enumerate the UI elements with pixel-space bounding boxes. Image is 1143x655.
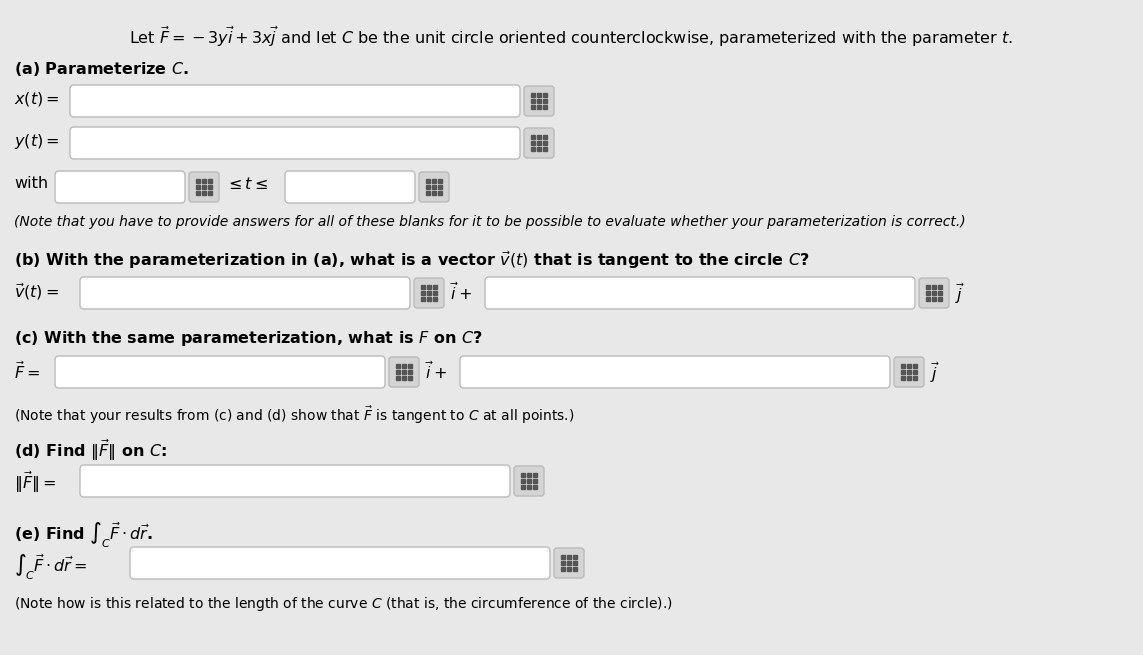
FancyBboxPatch shape bbox=[80, 277, 410, 309]
Text: (Note that your results from (c) and (d) show that $\vec{F}$ is tangent to $C$ a: (Note that your results from (c) and (d)… bbox=[14, 404, 575, 426]
FancyBboxPatch shape bbox=[130, 547, 550, 579]
FancyBboxPatch shape bbox=[189, 172, 219, 202]
Text: (Note that you have to provide answers for all of these blanks for it to be poss: (Note that you have to provide answers f… bbox=[14, 215, 966, 229]
Text: with: with bbox=[14, 176, 48, 191]
FancyBboxPatch shape bbox=[894, 357, 924, 387]
Text: $\vec{v}(t) =$: $\vec{v}(t) =$ bbox=[14, 282, 59, 302]
Text: $\vec{i}+$: $\vec{i}+$ bbox=[425, 361, 447, 383]
FancyBboxPatch shape bbox=[419, 172, 449, 202]
FancyBboxPatch shape bbox=[514, 466, 544, 496]
Text: $\vec{F} =$: $\vec{F} =$ bbox=[14, 361, 40, 383]
Text: $\vec{j}$: $\vec{j}$ bbox=[930, 361, 940, 385]
Text: (e) Find $\int_C \vec{F} \cdot d\vec{r}$.: (e) Find $\int_C \vec{F} \cdot d\vec{r}$… bbox=[14, 520, 153, 550]
Text: $\vec{j}$: $\vec{j}$ bbox=[956, 282, 965, 307]
Text: (b) With the parameterization in (a), what is a vector $\vec{v}(t)$ that is tang: (b) With the parameterization in (a), wh… bbox=[14, 250, 809, 271]
FancyBboxPatch shape bbox=[554, 548, 584, 578]
Text: (Note how is this related to the length of the curve $C$ (that is, the circumfer: (Note how is this related to the length … bbox=[14, 595, 673, 613]
FancyBboxPatch shape bbox=[414, 278, 443, 308]
FancyBboxPatch shape bbox=[80, 465, 510, 497]
FancyBboxPatch shape bbox=[485, 277, 916, 309]
FancyBboxPatch shape bbox=[55, 356, 385, 388]
Text: $\|\vec{F}\| =$: $\|\vec{F}\| =$ bbox=[14, 470, 56, 495]
Text: $\leq t \leq$: $\leq t \leq$ bbox=[225, 176, 267, 192]
FancyBboxPatch shape bbox=[523, 86, 554, 116]
Text: (c) With the same parameterization, what is $F$ on $C$?: (c) With the same parameterization, what… bbox=[14, 329, 482, 348]
FancyBboxPatch shape bbox=[55, 171, 185, 203]
FancyBboxPatch shape bbox=[70, 85, 520, 117]
Text: $x(t) =$: $x(t) =$ bbox=[14, 90, 59, 108]
FancyBboxPatch shape bbox=[70, 127, 520, 159]
FancyBboxPatch shape bbox=[389, 357, 419, 387]
Text: (d) Find $\|\vec{F}\|$ on $C$:: (d) Find $\|\vec{F}\|$ on $C$: bbox=[14, 438, 167, 463]
FancyBboxPatch shape bbox=[285, 171, 415, 203]
Text: $y(t) =$: $y(t) =$ bbox=[14, 132, 59, 151]
Text: $\int_C \vec{F} \cdot d\vec{r} =$: $\int_C \vec{F} \cdot d\vec{r} =$ bbox=[14, 552, 87, 582]
FancyBboxPatch shape bbox=[919, 278, 949, 308]
FancyBboxPatch shape bbox=[459, 356, 890, 388]
Text: Let $\vec{F} = -3y\vec{i} + 3x\vec{j}$ and let $C$ be the unit circle oriented c: Let $\vec{F} = -3y\vec{i} + 3x\vec{j}$ a… bbox=[129, 25, 1013, 49]
Text: $\vec{i}+$: $\vec{i}+$ bbox=[450, 282, 472, 303]
FancyBboxPatch shape bbox=[523, 128, 554, 158]
Text: (a) Parameterize $C$.: (a) Parameterize $C$. bbox=[14, 60, 189, 78]
